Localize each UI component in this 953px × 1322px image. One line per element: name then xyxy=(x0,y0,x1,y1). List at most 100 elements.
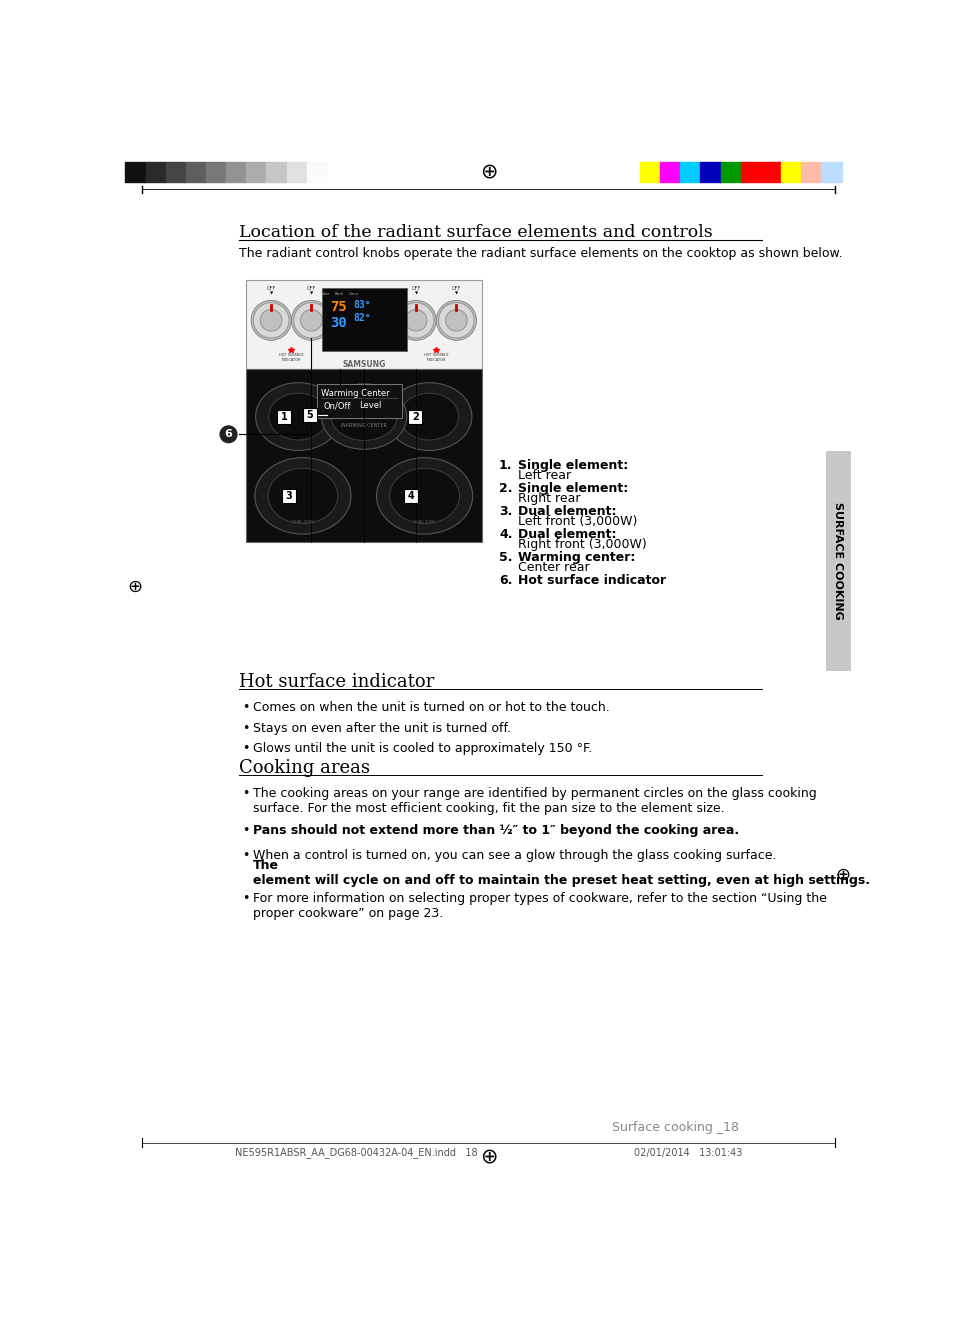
Circle shape xyxy=(291,300,332,340)
Text: ▼: ▼ xyxy=(270,292,273,296)
Bar xyxy=(700,161,720,181)
Bar xyxy=(659,161,679,181)
Text: For more information on selecting proper types of cookware, refer to the section: For more information on selecting proper… xyxy=(253,891,825,920)
Text: OFF: OFF xyxy=(411,287,420,291)
Text: Conv: Conv xyxy=(348,292,358,296)
Text: ⊕: ⊕ xyxy=(479,161,497,181)
Text: ⊕: ⊕ xyxy=(479,1146,497,1166)
Bar xyxy=(166,161,186,181)
Text: OFF: OFF xyxy=(266,287,275,291)
Text: Dual element:: Dual element: xyxy=(517,505,616,518)
Ellipse shape xyxy=(331,393,396,440)
Circle shape xyxy=(294,303,329,338)
Ellipse shape xyxy=(255,382,340,451)
Text: Warming center:: Warming center: xyxy=(517,551,635,564)
Text: OFF: OFF xyxy=(452,287,460,291)
Text: On/Off: On/Off xyxy=(323,401,350,410)
Circle shape xyxy=(397,303,434,338)
Circle shape xyxy=(436,300,476,340)
Circle shape xyxy=(438,303,474,338)
Text: •: • xyxy=(241,849,249,862)
Text: When a control is turned on, you can see a glow through the glass cooking surfac: When a control is turned on, you can see… xyxy=(253,849,780,862)
Bar xyxy=(316,385,402,418)
Bar xyxy=(801,161,821,181)
Text: •: • xyxy=(241,824,249,837)
Bar xyxy=(206,161,226,181)
Circle shape xyxy=(220,426,236,443)
Text: SAMSUNG: SAMSUNG xyxy=(342,360,385,369)
Ellipse shape xyxy=(376,457,472,534)
Ellipse shape xyxy=(386,382,472,451)
Text: WARMING CENTER: WARMING CENTER xyxy=(341,423,387,428)
Bar xyxy=(679,161,700,181)
Bar xyxy=(321,288,406,352)
Text: 2.: 2. xyxy=(498,483,512,494)
FancyBboxPatch shape xyxy=(303,408,316,422)
Text: •: • xyxy=(241,701,249,714)
Text: Warming Center: Warming Center xyxy=(320,389,389,398)
Text: ▼: ▼ xyxy=(310,292,313,296)
Bar xyxy=(639,161,659,181)
Circle shape xyxy=(260,309,282,330)
Bar xyxy=(246,161,266,181)
Bar xyxy=(146,161,166,181)
Text: Location of the radiant surface elements and controls: Location of the radiant surface elements… xyxy=(239,225,713,241)
Text: 3: 3 xyxy=(285,490,292,501)
Text: NE595R1ABSR_AA_DG68-00432A-04_EN.indd   18: NE595R1ABSR_AA_DG68-00432A-04_EN.indd 18 xyxy=(235,1147,477,1158)
Text: 02/01/2014   13:01:43: 02/01/2014 13:01:43 xyxy=(634,1147,741,1158)
Text: •: • xyxy=(241,722,249,735)
FancyBboxPatch shape xyxy=(408,410,422,423)
Text: 4.: 4. xyxy=(498,529,512,541)
Text: Center rear: Center rear xyxy=(517,562,589,574)
Text: DUAL 300Ω: DUAL 300Ω xyxy=(413,520,436,524)
Circle shape xyxy=(253,303,289,338)
Text: 1: 1 xyxy=(280,411,288,422)
Text: Right rear: Right rear xyxy=(517,492,579,505)
FancyBboxPatch shape xyxy=(277,410,291,423)
Text: •: • xyxy=(241,787,249,800)
Circle shape xyxy=(445,309,467,330)
Text: ⊕: ⊕ xyxy=(835,866,850,883)
Text: ▼: ▼ xyxy=(414,292,417,296)
Circle shape xyxy=(405,309,427,330)
Bar xyxy=(740,161,760,181)
Text: Level: Level xyxy=(359,401,381,410)
Text: Single element:: Single element: xyxy=(517,459,627,472)
Bar xyxy=(226,161,246,181)
Text: Pans should not extend more than ½″ to 1″ beyond the cooking area.: Pans should not extend more than ½″ to 1… xyxy=(253,824,738,837)
Text: Bake: Bake xyxy=(320,292,330,296)
Bar xyxy=(125,161,146,181)
Text: Comes on when the unit is turned on or hot to the touch.: Comes on when the unit is turned on or h… xyxy=(253,701,609,714)
Text: HOT SURFACE
INDICATOR: HOT SURFACE INDICATOR xyxy=(278,353,303,362)
Text: Hot surface indicator: Hot surface indicator xyxy=(517,575,665,587)
FancyBboxPatch shape xyxy=(403,489,417,502)
Text: 5.: 5. xyxy=(498,551,512,564)
Text: 30: 30 xyxy=(330,316,347,329)
Text: Left front (3,000W): Left front (3,000W) xyxy=(517,516,637,529)
Circle shape xyxy=(300,309,322,330)
FancyBboxPatch shape xyxy=(282,489,295,502)
Text: The
element will cycle on and off to maintain the preset heat setting, even at h: The element will cycle on and off to mai… xyxy=(253,859,868,887)
Bar xyxy=(286,161,307,181)
Ellipse shape xyxy=(269,393,328,440)
Text: 75: 75 xyxy=(330,300,347,315)
Text: Right front (3,000W): Right front (3,000W) xyxy=(517,538,646,551)
Text: 5: 5 xyxy=(306,410,313,420)
Text: Broil: Broil xyxy=(335,292,343,296)
Circle shape xyxy=(251,300,291,340)
Text: Single element:: Single element: xyxy=(517,483,627,494)
Text: The radiant control knobs operate the radiant surface elements on the cooktop as: The radiant control knobs operate the ra… xyxy=(239,247,842,260)
Text: 6.: 6. xyxy=(498,575,512,587)
Text: HOT SURFACE
INDICATOR: HOT SURFACE INDICATOR xyxy=(423,353,448,362)
Text: DUAL 300Ω: DUAL 300Ω xyxy=(292,520,314,524)
Text: 2: 2 xyxy=(412,411,418,422)
Text: 1.: 1. xyxy=(498,459,512,472)
Text: 82°: 82° xyxy=(353,312,371,323)
Text: •: • xyxy=(241,742,249,755)
Text: Dual element:: Dual element: xyxy=(517,529,616,541)
Text: 3.: 3. xyxy=(498,505,512,518)
Bar xyxy=(781,161,801,181)
Bar xyxy=(825,451,850,670)
Text: 6: 6 xyxy=(224,430,233,439)
Circle shape xyxy=(395,300,436,340)
